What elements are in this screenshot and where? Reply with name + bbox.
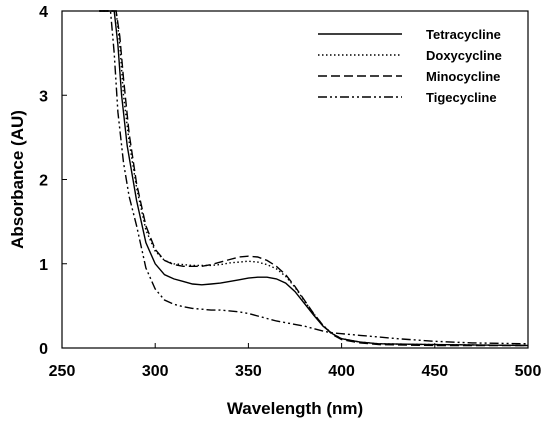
- x-axis-label: Wavelength (nm): [227, 399, 363, 418]
- x-tick-label: 350: [235, 363, 262, 380]
- series-line-minocycline: [99, 10, 528, 347]
- x-tick-label: 300: [142, 363, 169, 380]
- legend-label-minocycline: Minocycline: [426, 69, 500, 84]
- legend-label-tetracycline: Tetracycline: [426, 27, 501, 42]
- y-tick-label: 4: [39, 4, 48, 21]
- y-tick-label: 3: [39, 88, 48, 105]
- legend-label-tigecycline: Tigecycline: [426, 90, 497, 105]
- tick-labels-group: 250 300 350 400 450 500 0 1 2 3 4: [39, 4, 541, 380]
- plot-series-group: [99, 10, 529, 347]
- legend: Tetracycline Doxycycline Minocycline Tigecy…: [318, 27, 502, 105]
- y-axis-label: Absorbance (AU): [8, 110, 27, 249]
- y-tick-label: 1: [39, 257, 48, 274]
- x-tick-label: 400: [328, 363, 355, 380]
- axes-group: [61, 10, 529, 349]
- y-tick-label: 0: [39, 341, 48, 358]
- legend-label-doxycycline: Doxycycline: [426, 48, 502, 63]
- x-tick-label: 450: [421, 363, 448, 380]
- x-tick-label: 500: [515, 363, 542, 380]
- y-tick-label: 2: [39, 173, 48, 190]
- x-tick-label: 250: [49, 363, 76, 380]
